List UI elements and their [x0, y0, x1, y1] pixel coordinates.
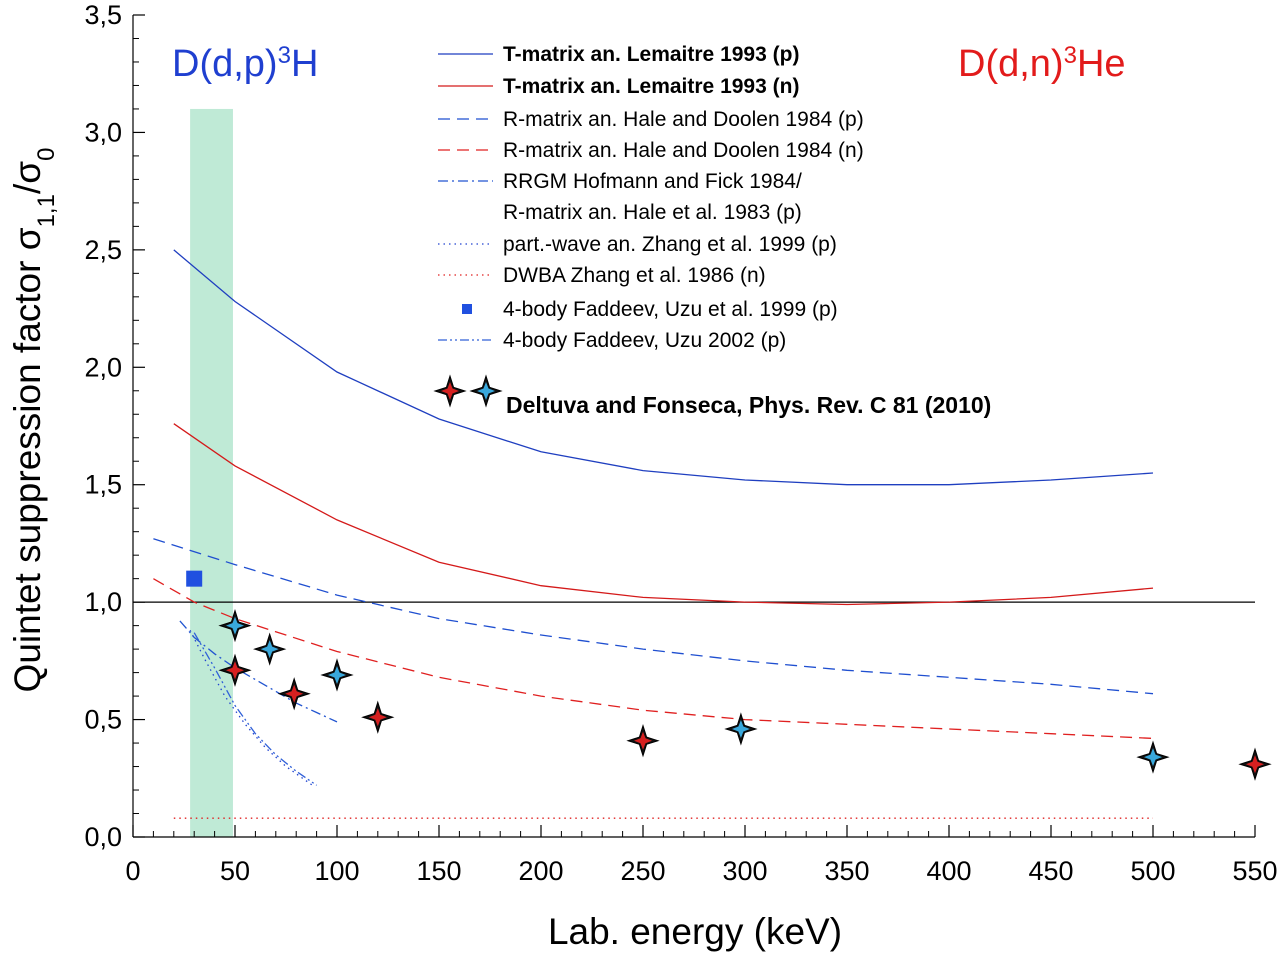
star-marker	[1136, 740, 1170, 774]
y-tick-label: 0,5	[84, 705, 122, 735]
x-tick-label: 150	[416, 856, 461, 886]
y-tick-label: 3,0	[84, 117, 122, 147]
star-fill	[368, 708, 387, 727]
series-line-9	[193, 632, 317, 786]
star-marker	[320, 658, 354, 692]
legend-entry: R-matrix an. Hale et al. 1983 (p)	[503, 201, 802, 224]
y-tick-label: 0,0	[84, 822, 122, 852]
reaction-label-dn: D(d,n)3He	[958, 42, 1126, 86]
series-line-1	[173, 423, 1154, 606]
star-fill	[260, 640, 279, 659]
x-tick-label: 550	[1232, 856, 1277, 886]
x-tick-label: 250	[620, 856, 665, 886]
legend-entry: DWBA Zhang et al. 1986 (n)	[503, 264, 766, 287]
series-line-2	[153, 538, 1154, 695]
reaction-label-dp: D(d,p)3H	[172, 42, 318, 86]
stars-legend-label: Deltuva and Fonseca, Phys. Rev. C 81 (20…	[506, 392, 991, 418]
x-tick-label: 350	[824, 856, 869, 886]
x-tick-label: 50	[220, 856, 250, 886]
star-fill	[1144, 748, 1162, 767]
star-fill	[477, 382, 495, 400]
legend-entry: RRGM Hofmann and Fick 1984/	[503, 170, 802, 193]
star-marker	[469, 374, 503, 408]
star-marker	[277, 677, 311, 711]
series-line-3	[153, 578, 1154, 740]
legend-entry: R-matrix an. Hale and Doolen 1984 (p)	[503, 108, 864, 131]
x-tick-label: 200	[518, 856, 563, 886]
star-marker	[1238, 747, 1272, 781]
y-tick-label: 1,5	[84, 470, 122, 500]
x-tick-label: 500	[1130, 856, 1175, 886]
star-fill	[634, 731, 652, 750]
star-marker	[626, 724, 660, 758]
x-tick-label: 450	[1028, 856, 1073, 886]
x-axis-label: Lab. energy (keV)	[548, 911, 842, 952]
star-fill	[226, 616, 244, 635]
y-tick-label: 3,5	[84, 0, 122, 30]
shaded-band	[190, 108, 233, 837]
star-fill	[441, 382, 459, 400]
y-tick-label: 1,0	[84, 587, 122, 617]
x-tick-label: 400	[926, 856, 971, 886]
x-tick-label: 300	[722, 856, 767, 886]
legend-entry: T-matrix an. Lemaitre 1993 (p)	[503, 43, 799, 66]
y-tick-label: 2,0	[84, 352, 122, 382]
legend-entry: T-matrix an. Lemaitre 1993 (n)	[503, 75, 799, 98]
legend-entry: R-matrix an. Hale and Doolen 1984 (n)	[503, 139, 864, 162]
star-marker	[724, 712, 758, 746]
legend-swatch	[462, 304, 472, 314]
star-marker	[253, 632, 287, 666]
y-axis-label: Quintet suppression factor σ1,1/σ0	[7, 148, 60, 693]
y-tick-label: 2,5	[84, 235, 122, 265]
series-line-0	[173, 249, 1154, 486]
star-fill	[1246, 755, 1264, 774]
star-marker	[218, 608, 252, 643]
star-fill	[328, 665, 346, 684]
legend-entry: part.-wave an. Zhang et al. 1999 (p)	[503, 233, 837, 256]
star-marker	[361, 700, 395, 734]
series-point	[186, 570, 203, 587]
legend-entry: 4-body Faddeev, Uzu et al. 1999 (p)	[503, 298, 838, 321]
star-fill	[285, 684, 304, 703]
star-marker	[433, 374, 467, 408]
legend-entry: 4-body Faddeev, Uzu 2002 (p)	[503, 329, 786, 352]
star-fill	[731, 719, 750, 738]
x-tick-label: 100	[314, 856, 359, 886]
star-marker	[218, 653, 252, 687]
star-fill	[226, 661, 244, 680]
x-tick-label: 0	[125, 856, 140, 886]
